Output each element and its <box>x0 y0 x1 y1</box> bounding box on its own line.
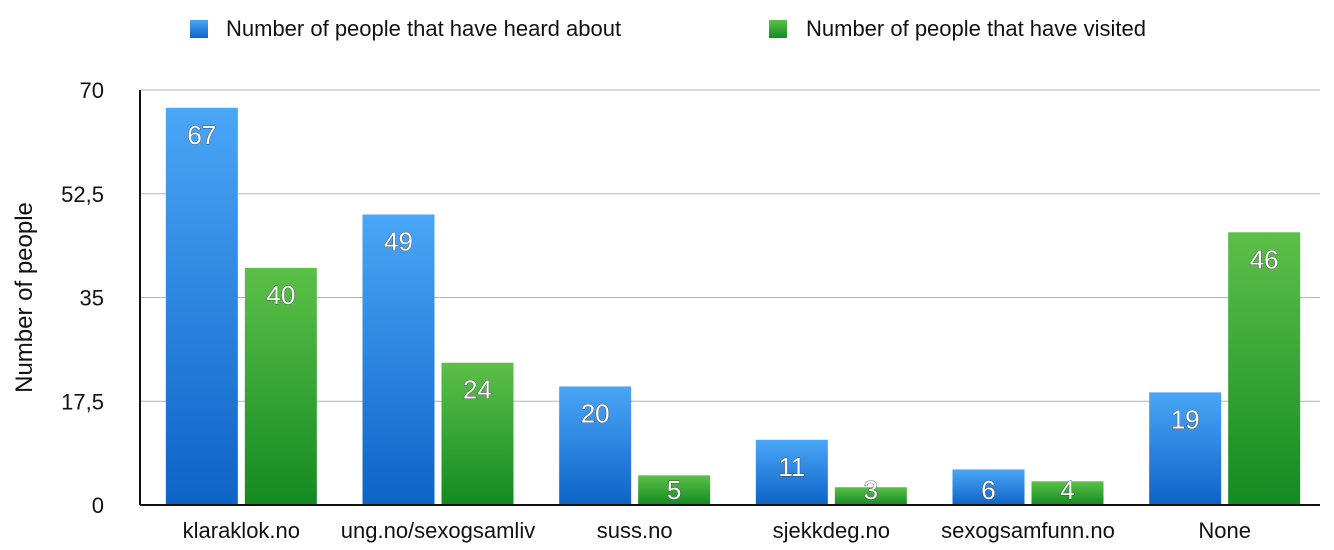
gridlines <box>140 89 1320 402</box>
legend-label-2: Number of people that have visited <box>806 16 1146 41</box>
x-tick-label: suss.no <box>597 518 673 543</box>
x-tick-label: None <box>1198 518 1251 543</box>
bar-2-1 <box>244 267 317 505</box>
y-tick-label: 35 <box>80 286 104 311</box>
data-label: 19 <box>1171 404 1200 434</box>
data-label: 46 <box>1250 244 1279 274</box>
bar-2-4 <box>834 487 907 505</box>
y-tick-label: 52,5 <box>61 182 104 207</box>
data-label: 3 <box>864 475 878 505</box>
bar-2-3 <box>638 475 711 505</box>
bar-2-2 <box>441 362 514 505</box>
bar-2-5 <box>1031 481 1104 505</box>
bar-1-1 <box>165 107 238 506</box>
data-label: 24 <box>463 375 492 405</box>
data-label: 5 <box>667 475 681 505</box>
bar-1-2 <box>362 214 435 505</box>
bar-1-4 <box>755 439 828 505</box>
bar-1-3 <box>559 386 632 505</box>
x-tick-label: klaraklok.no <box>183 518 300 543</box>
data-label: 20 <box>581 398 610 428</box>
legend: Number of people that have heard about Nu… <box>190 16 1146 41</box>
data-label: 40 <box>266 280 295 310</box>
legend-label-1: Number of people that have heard about <box>226 16 621 41</box>
data-label: 4 <box>1060 475 1074 505</box>
data-label: 6 <box>981 475 995 505</box>
bar-1-5 <box>952 469 1025 505</box>
bar-2-6 <box>1228 232 1301 506</box>
data-label: 49 <box>384 227 413 257</box>
x-tick-label: sjekkdeg.no <box>773 518 890 543</box>
legend-swatch-2 <box>769 20 787 38</box>
x-tick-label: ung.no/sexogsamliv <box>341 518 535 543</box>
x-tick-label: sexogsamfunn.no <box>941 518 1115 543</box>
bar-1-6 <box>1149 392 1222 505</box>
legend-swatch-1 <box>190 20 208 38</box>
y-tick-label: 0 <box>92 493 104 518</box>
y-axis-title: Number of people <box>11 202 38 393</box>
y-axis: 0 17,5 35 52,5 70 Number of people <box>11 78 141 518</box>
data-label: 11 <box>778 452 805 482</box>
y-tick-label: 17,5 <box>61 389 104 414</box>
bars: 67 40 49 24 20 5 11 3 6 4 19 46 <box>165 107 1301 506</box>
data-label: 67 <box>187 120 216 150</box>
y-tick-label: 70 <box>80 78 104 103</box>
x-axis: klaraklok.no ung.no/sexogsamliv suss.no sje… <box>140 504 1320 543</box>
